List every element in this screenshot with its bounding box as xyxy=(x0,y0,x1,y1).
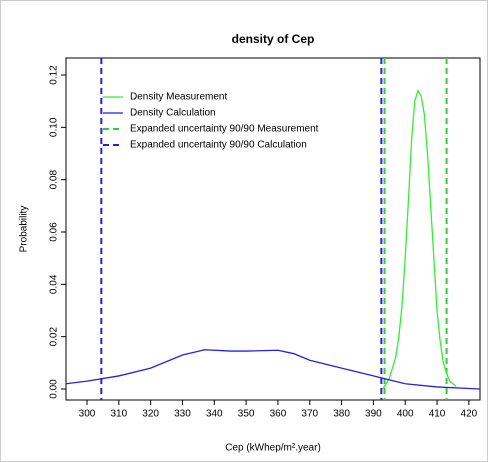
y-tick-label: 0.12 xyxy=(49,65,60,85)
x-tick-label: 370 xyxy=(301,409,318,420)
x-tick-label: 380 xyxy=(333,409,350,420)
x-tick-label: 350 xyxy=(238,409,255,420)
x-tick-label: 330 xyxy=(174,409,191,420)
x-tick-label: 410 xyxy=(429,409,446,420)
y-tick-label: 0.08 xyxy=(49,170,60,190)
x-tick-label: 310 xyxy=(110,409,127,420)
legend-label: Expanded uncertainty 90/90 Calculation xyxy=(130,140,307,151)
plot-box xyxy=(65,57,481,401)
legend-label: Density Measurement xyxy=(130,92,227,103)
x-tick-label: 420 xyxy=(461,409,478,420)
x-tick-label: 340 xyxy=(206,409,223,420)
x-tick-label: 390 xyxy=(365,409,382,420)
chart-title: density of Cep xyxy=(232,32,315,46)
y-tick-label: 0.10 xyxy=(49,117,60,137)
x-tick-label: 400 xyxy=(397,409,414,420)
density-line xyxy=(66,349,480,390)
density-line xyxy=(382,89,457,390)
legend-label: Density Calculation xyxy=(130,108,216,119)
y-axis-label: Probability xyxy=(19,206,30,253)
x-axis-label: Cep (kWhep/m².year) xyxy=(225,443,321,454)
y-tick-label: 0.02 xyxy=(49,327,60,347)
x-tick-label: 360 xyxy=(270,409,287,420)
y-tick-label: 0.06 xyxy=(49,222,60,242)
x-tick-label: 320 xyxy=(142,409,159,420)
y-tick-label: 0.04 xyxy=(49,274,60,294)
y-tick-label: 0.00 xyxy=(49,379,60,399)
x-tick-label: 300 xyxy=(79,409,96,420)
legend-label: Expanded uncertainty 90/90 Measurement xyxy=(130,124,319,135)
